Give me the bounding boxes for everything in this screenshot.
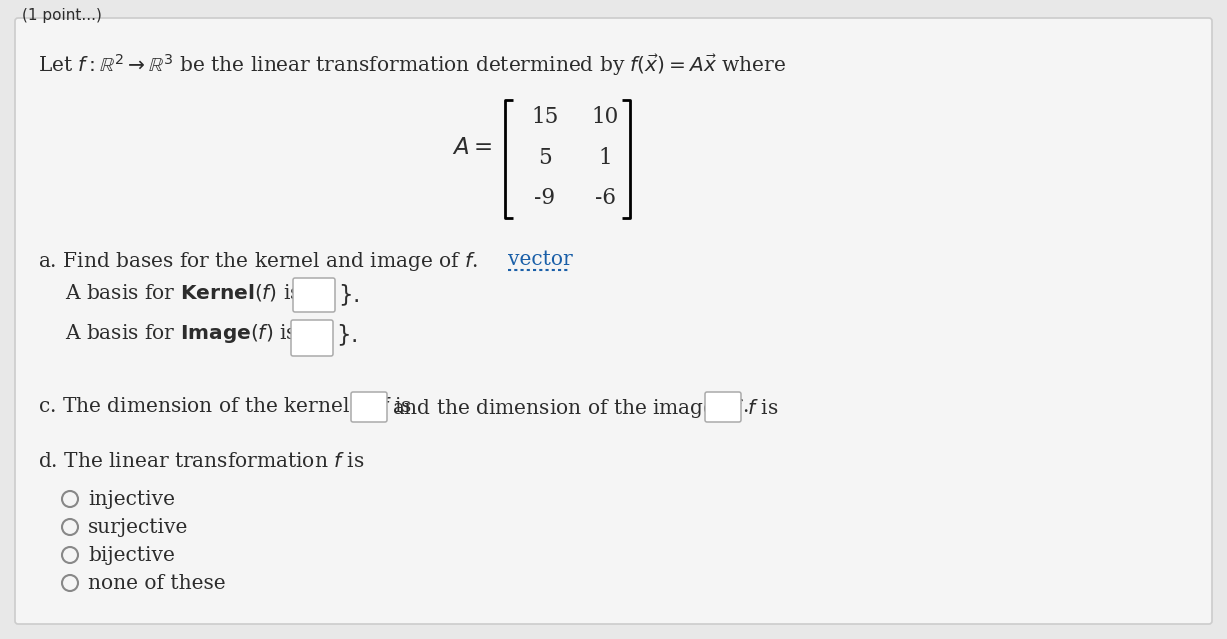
Text: $\}.$: $\}.$ <box>337 282 360 307</box>
Text: $A = $: $A = $ <box>452 137 492 159</box>
Text: vector: vector <box>508 250 573 269</box>
FancyBboxPatch shape <box>291 320 333 356</box>
Text: surjective: surjective <box>88 518 189 537</box>
Text: $\}.$: $\}.$ <box>336 322 357 348</box>
Text: and the dimension of the image of $f$ is: and the dimension of the image of $f$ is <box>391 397 778 420</box>
Text: c. The dimension of the kernel of $f$ is: c. The dimension of the kernel of $f$ is <box>38 397 412 416</box>
FancyBboxPatch shape <box>351 392 387 422</box>
Text: 1: 1 <box>599 147 612 169</box>
Text: injective: injective <box>88 490 175 509</box>
Text: none of these: none of these <box>88 574 226 593</box>
Text: Let $f : \mathbb{R}^2 \rightarrow \mathbb{R}^3$ be the linear transformation det: Let $f : \mathbb{R}^2 \rightarrow \mathb… <box>38 52 787 78</box>
FancyBboxPatch shape <box>15 18 1212 624</box>
Text: 10: 10 <box>591 106 618 128</box>
Text: A basis for $\mathbf{Image}$$(f)$ is $\{$: A basis for $\mathbf{Image}$$(f)$ is $\{… <box>65 322 315 345</box>
Text: .: . <box>742 397 748 416</box>
Text: bijective: bijective <box>88 546 175 565</box>
Text: A basis for $\mathbf{Kernel}$$(f)$ is $\{$: A basis for $\mathbf{Kernel}$$(f)$ is $\… <box>65 282 319 304</box>
Text: 5: 5 <box>539 147 552 169</box>
FancyBboxPatch shape <box>293 278 335 312</box>
Text: a. Find bases for the kernel and image of $f$.: a. Find bases for the kernel and image o… <box>38 250 479 273</box>
Text: (1 point...): (1 point...) <box>22 8 102 23</box>
Text: -6: -6 <box>595 187 616 209</box>
Text: -9: -9 <box>535 187 556 209</box>
Text: d. The linear transformation $f$ is: d. The linear transformation $f$ is <box>38 452 364 471</box>
FancyBboxPatch shape <box>706 392 741 422</box>
Text: 15: 15 <box>531 106 558 128</box>
